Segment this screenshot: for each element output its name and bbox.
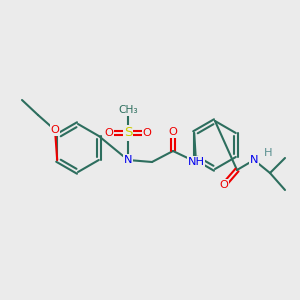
Text: NH: NH: [188, 157, 205, 167]
Text: CH₃: CH₃: [118, 105, 138, 115]
Text: S: S: [124, 127, 132, 140]
Text: H: H: [264, 148, 272, 158]
Text: N: N: [124, 155, 132, 165]
Text: O: O: [220, 180, 228, 190]
Text: O: O: [169, 127, 177, 137]
Text: O: O: [51, 125, 59, 135]
Text: O: O: [142, 128, 152, 138]
Text: N: N: [250, 155, 258, 165]
Text: O: O: [105, 128, 113, 138]
